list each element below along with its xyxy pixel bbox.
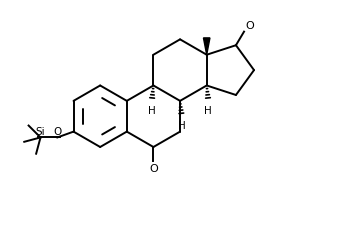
Text: Si: Si — [36, 126, 45, 136]
Text: H: H — [204, 106, 212, 115]
Text: H: H — [178, 121, 185, 131]
Text: H: H — [148, 106, 156, 115]
Text: O: O — [149, 163, 158, 173]
Polygon shape — [203, 39, 210, 55]
Text: O: O — [53, 126, 62, 136]
Text: O: O — [246, 21, 254, 31]
